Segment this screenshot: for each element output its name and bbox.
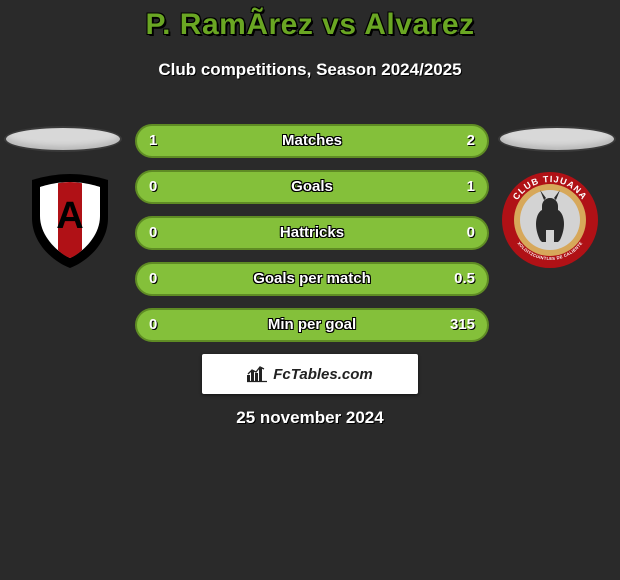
stat-row: 0Goals1: [135, 170, 489, 204]
headline: P. RamÃ­rez vs Alvarez: [0, 8, 620, 42]
bar-chart-icon: [247, 365, 267, 383]
stat-value-right: 315: [450, 310, 475, 340]
stat-row: 0Min per goal315: [135, 308, 489, 342]
stat-value-right: 2: [467, 126, 475, 156]
stat-row: 0Goals per match0.5: [135, 262, 489, 296]
date-text: 25 november 2024: [0, 408, 620, 428]
attribution-card: FcTables.com: [202, 354, 418, 394]
stat-label: Goals per match: [137, 264, 487, 294]
stat-value-right: 1: [467, 172, 475, 202]
stat-row: 1Matches2: [135, 124, 489, 158]
stat-value-right: 0.5: [454, 264, 475, 294]
oval-right: [498, 126, 616, 152]
stat-label: Min per goal: [137, 310, 487, 340]
stat-label: Matches: [137, 126, 487, 156]
subtitle: Club competitions, Season 2024/2025: [0, 60, 620, 80]
tijuana-crest-icon: CLUB TIJUANA XOLOITZCUINTLES DE CALIENTE: [500, 170, 600, 270]
stat-value-right: 0: [467, 218, 475, 248]
stat-row: 0Hattricks0: [135, 216, 489, 250]
svg-text:A: A: [56, 195, 83, 237]
stat-label: Hattricks: [137, 218, 487, 248]
atlas-crest-icon: A: [20, 170, 120, 270]
oval-left: [4, 126, 122, 152]
stat-label: Goals: [137, 172, 487, 202]
attribution-text: FcTables.com: [273, 366, 372, 383]
infographic-root: P. RamÃ­rez vs Alvarez Club competitions…: [0, 0, 620, 580]
